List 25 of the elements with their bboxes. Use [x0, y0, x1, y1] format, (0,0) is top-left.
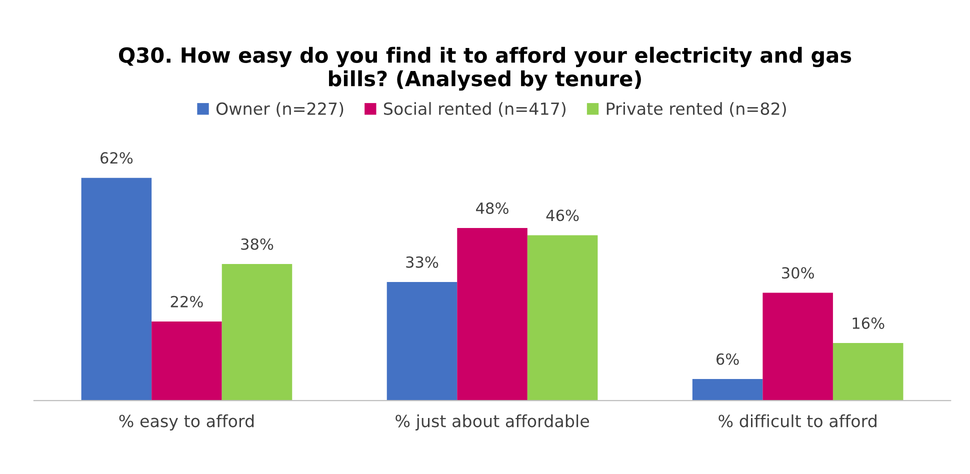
legend-label: Social rented (n=417) — [384, 102, 566, 117]
bar — [152, 321, 222, 401]
data-label: 38% — [241, 238, 274, 250]
x-tick-label: % difficult to afford — [718, 414, 876, 428]
data-label: 62% — [100, 152, 133, 164]
bar — [386, 282, 458, 401]
bar — [81, 178, 152, 401]
legend-label: Private rented (n=82) — [606, 102, 786, 117]
bar — [762, 292, 833, 401]
data-label: 48% — [476, 202, 508, 214]
x-tick-label: % easy to afford — [119, 414, 254, 431]
data-label: 22% — [170, 296, 203, 308]
data-label: 16% — [852, 317, 884, 329]
legend-label: Owner (n=227) — [216, 102, 344, 117]
data-label: 6% — [716, 353, 739, 365]
chart-title: Q30. How easy do you find it to afford your electricity and gas bills? (Analysed by tenure) — [118, 46, 852, 91]
data-label: 46% — [546, 210, 579, 222]
bar — [692, 378, 763, 401]
bar — [527, 235, 598, 401]
data-label: 30% — [782, 267, 814, 279]
bar — [222, 264, 292, 401]
x-tick-label: % just about affordable — [396, 414, 589, 431]
bar — [457, 228, 528, 401]
data-label: 33% — [406, 256, 438, 268]
bar — [832, 343, 904, 401]
